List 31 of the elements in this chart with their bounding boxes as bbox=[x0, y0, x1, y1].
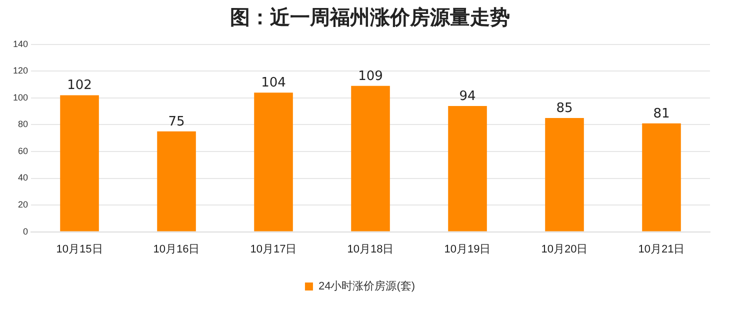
y-tick-label: 20 bbox=[18, 200, 28, 210]
bar bbox=[545, 118, 584, 232]
y-tick-label: 140 bbox=[12, 38, 28, 49]
data-label: 75 bbox=[168, 114, 185, 130]
bar bbox=[254, 92, 293, 232]
bar bbox=[60, 95, 99, 232]
bar bbox=[642, 123, 681, 232]
chart-title: 图：近一周福州涨价房源量走势 bbox=[229, 4, 511, 31]
bar bbox=[448, 106, 487, 232]
x-tick-label: 10月19日 bbox=[444, 243, 491, 256]
legend-label: 24小时涨价房源(套) bbox=[318, 280, 416, 293]
bar bbox=[351, 86, 390, 232]
x-tick-label: 10月20日 bbox=[541, 243, 588, 256]
data-label: 109 bbox=[358, 68, 383, 84]
data-label: 104 bbox=[261, 75, 286, 90]
y-tick-label: 120 bbox=[12, 66, 28, 76]
x-tick-label: 10月18日 bbox=[347, 243, 394, 256]
y-tick-label: 40 bbox=[18, 172, 28, 183]
data-label: 102 bbox=[67, 78, 92, 94]
y-tick-label: 0 bbox=[23, 226, 28, 236]
x-tick-label: 10月21日 bbox=[638, 243, 685, 256]
y-tick-label: 80 bbox=[18, 119, 28, 130]
x-tick-label: 10月16日 bbox=[153, 243, 200, 256]
y-tick-label: 100 bbox=[12, 92, 28, 102]
y-tick-label: 60 bbox=[18, 146, 28, 156]
bar bbox=[157, 131, 196, 232]
x-tick-label: 10月17日 bbox=[250, 243, 297, 256]
x-tick-label: 10月15日 bbox=[56, 243, 103, 256]
data-label: 85 bbox=[556, 100, 573, 116]
data-label: 94 bbox=[459, 88, 476, 104]
data-label: 81 bbox=[653, 106, 670, 122]
